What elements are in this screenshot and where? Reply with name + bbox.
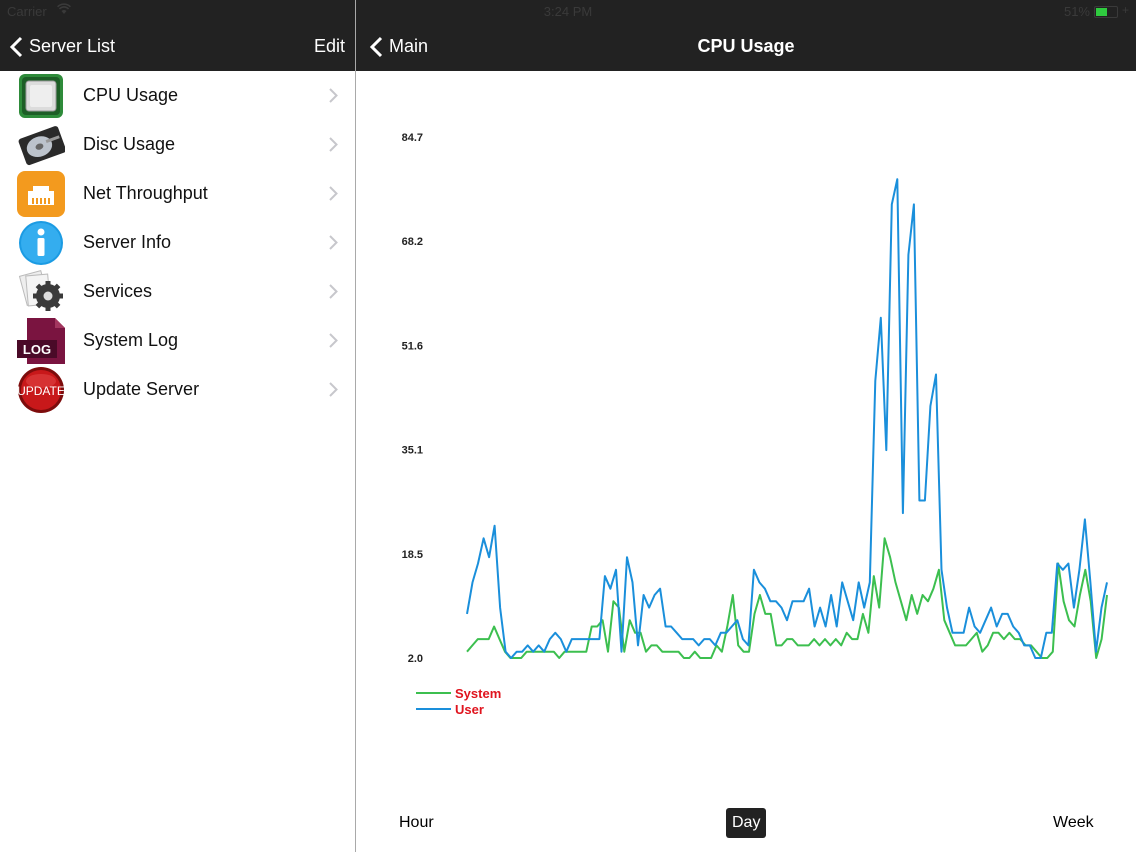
ethernet-port-icon bbox=[17, 171, 65, 217]
chevron-right-icon bbox=[329, 186, 338, 201]
menu-item-label: Services bbox=[83, 281, 153, 301]
update-icon-text: UPDATE bbox=[17, 384, 65, 398]
back-to-server-list-button[interactable]: Server List bbox=[9, 22, 115, 71]
cpu-chip-icon bbox=[19, 74, 63, 118]
chevron-right-icon bbox=[329, 137, 338, 152]
status-bar: Carrier 3:24 PM 51% + bbox=[0, 0, 1136, 22]
chevron-right-icon bbox=[329, 235, 338, 250]
y-tick-label: 51.6 bbox=[402, 341, 423, 353]
log-icon-text: LOG bbox=[23, 342, 51, 357]
clock: 3:24 PM bbox=[543, 4, 593, 19]
range-day-button[interactable]: Day bbox=[726, 808, 767, 838]
left-nav-bar: Server List Edit bbox=[0, 22, 355, 71]
carrier-label: Carrier bbox=[7, 4, 47, 19]
charging-icon: + bbox=[1121, 3, 1129, 17]
menu-item-net-throughput[interactable]: Net Throughput bbox=[0, 169, 355, 218]
legend-label-system: System bbox=[455, 686, 501, 701]
edit-button[interactable]: Edit bbox=[313, 36, 345, 56]
y-tick-label: 68.2 bbox=[402, 236, 423, 248]
y-tick-label: 84.7 bbox=[402, 132, 423, 144]
menu-item-label: Update Server bbox=[83, 379, 200, 399]
battery-icon bbox=[1094, 6, 1118, 18]
back-to-main-button[interactable]: Main bbox=[369, 22, 428, 71]
series-line-user bbox=[466, 178, 1108, 659]
y-tick-label: 2.0 bbox=[408, 653, 423, 665]
menu-item-label: Disc Usage bbox=[83, 134, 176, 154]
range-hour-button[interactable]: Hour bbox=[399, 814, 434, 831]
menu-item-update-server[interactable]: UPDATE Update Server bbox=[0, 365, 355, 414]
cpu-chart-panel: 84.7 68.2 51.6 35.1 18.5 2.0 System User Hour D… bbox=[356, 71, 1136, 852]
menu-item-label: Net Throughput bbox=[83, 183, 208, 203]
range-week-button[interactable]: Week bbox=[1053, 814, 1094, 831]
back-button-label: Server List bbox=[29, 36, 116, 56]
battery-percent: 51% bbox=[1063, 4, 1090, 19]
chevron-right-icon bbox=[329, 333, 338, 348]
page-title: CPU Usage bbox=[697, 36, 795, 56]
back-button-label: Main bbox=[389, 36, 429, 56]
menu-item-disc-usage[interactable]: Disc Usage bbox=[0, 120, 355, 169]
update-button-icon: UPDATE bbox=[17, 367, 65, 413]
gear-icon bbox=[18, 270, 63, 311]
log-file-icon: LOG bbox=[17, 318, 65, 364]
right-nav-bar: CPU Usage Main bbox=[356, 22, 1136, 71]
menu-item-cpu-usage[interactable]: CPU Usage bbox=[0, 71, 355, 120]
y-tick-label: 35.1 bbox=[402, 444, 423, 456]
server-menu-list: CPU Usage Disc Usage Net Throughput Serv… bbox=[0, 71, 355, 414]
chevron-right-icon bbox=[329, 88, 338, 103]
menu-item-label: System Log bbox=[83, 330, 179, 350]
legend-label-user: User bbox=[455, 702, 484, 717]
y-tick-label: 18.5 bbox=[402, 549, 423, 561]
menu-item-services[interactable]: Services bbox=[0, 267, 355, 316]
chevron-right-icon bbox=[329, 382, 338, 397]
chevron-right-icon bbox=[329, 284, 338, 299]
menu-item-system-log[interactable]: LOG System Log bbox=[0, 316, 355, 365]
chevron-left-icon bbox=[369, 36, 383, 57]
info-icon bbox=[19, 221, 63, 265]
wifi-icon bbox=[57, 3, 71, 18]
menu-item-label: Server Info bbox=[83, 232, 172, 252]
series-line-system bbox=[466, 537, 1108, 659]
split-divider bbox=[355, 0, 356, 852]
menu-item-label: CPU Usage bbox=[83, 85, 179, 105]
hard-disk-icon bbox=[18, 126, 65, 166]
menu-item-server-info[interactable]: Server Info bbox=[0, 218, 355, 267]
chevron-left-icon bbox=[9, 36, 23, 57]
